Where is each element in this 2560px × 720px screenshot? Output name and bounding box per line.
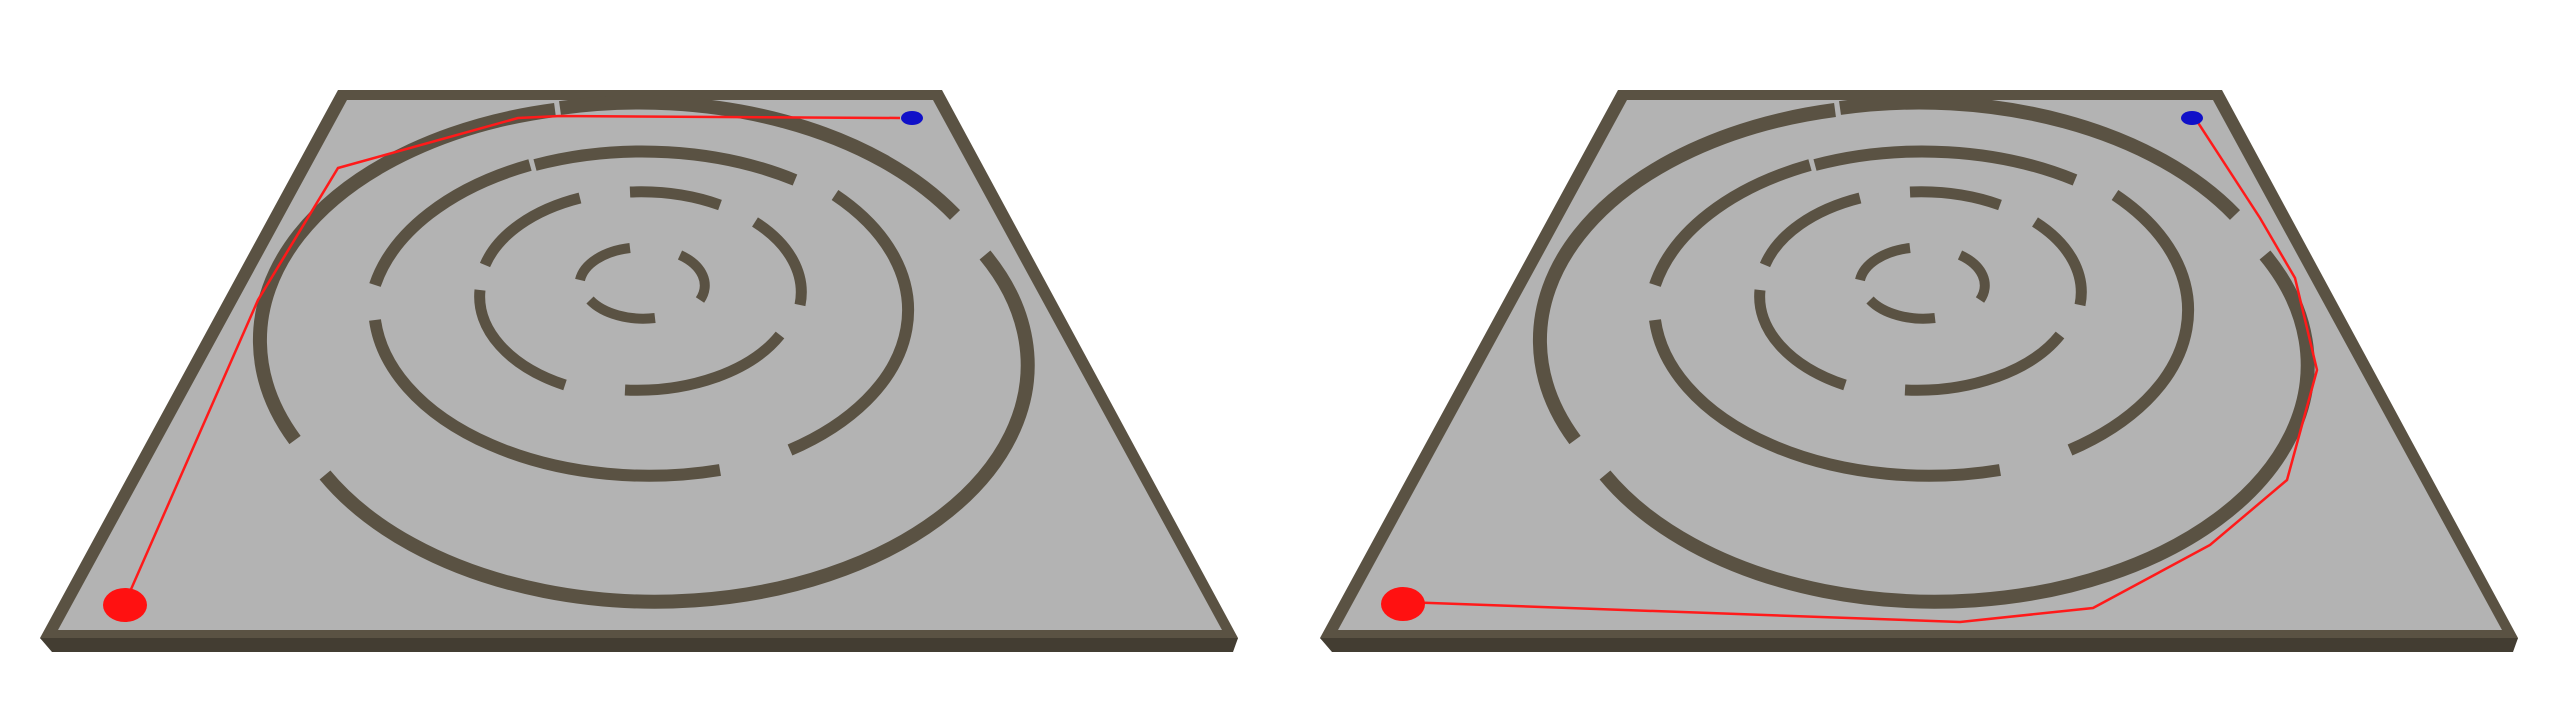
maze-view-right <box>1320 90 2518 652</box>
maze-base-edge <box>1320 638 2518 652</box>
start-point <box>1381 587 1425 621</box>
maze-wall-ring-2c <box>369 319 721 482</box>
maze-wall-ring-3a <box>1759 192 1862 268</box>
maze-wall-ring-3d <box>1754 289 1847 391</box>
maze-wall-ring-3c <box>2032 217 2087 307</box>
maze-wall-ring-2a <box>1813 145 2078 186</box>
maze-floor <box>58 100 1222 630</box>
maze-wall-ring-3e <box>1904 331 2065 396</box>
maze-rings <box>1532 95 2315 609</box>
maze-wall-ring-4c <box>1866 296 1936 324</box>
maze-view-left <box>40 90 1238 652</box>
start-point <box>103 588 147 622</box>
maze-wall-ring-2a <box>533 145 798 186</box>
maze-wall-ring-1c <box>1599 250 2315 609</box>
maze-wall-ring-3e <box>624 331 785 396</box>
maze-wall-ring-3c <box>752 217 807 307</box>
maze-wall-ring-1b <box>559 95 961 220</box>
maze-wall-ring-1b <box>1839 95 2241 220</box>
maze-floor <box>1338 100 2502 630</box>
maze-wall-ring-2d <box>787 190 915 456</box>
maze-rings <box>252 95 1035 609</box>
solution-path <box>123 114 901 604</box>
maze-wall-ring-3b <box>1909 186 2002 211</box>
goal-point <box>901 111 923 125</box>
maze-wall-ring-1c <box>319 250 1035 609</box>
maze-wall-ring-2c <box>1649 319 2001 482</box>
solution-path <box>1402 117 2319 624</box>
maze-wall-ring-1a <box>252 103 556 445</box>
maze-wall-ring-3d <box>474 289 567 391</box>
maze-wall-ring-4b <box>677 250 710 303</box>
maze-base-edge <box>40 638 1238 652</box>
goal-point <box>2181 111 2203 125</box>
maze-scene-right <box>1280 0 2560 720</box>
maze-wall-ring-4c <box>586 296 656 324</box>
maze-wall-ring-4a <box>575 243 631 282</box>
maze-scene-left <box>40 90 1238 652</box>
maze-wall-ring-2b <box>1649 159 1812 287</box>
maze-wall-ring-4a <box>1855 243 1911 282</box>
maze-wall-ring-4b <box>1957 250 1990 303</box>
maze-wall-ring-2d <box>2067 190 2195 456</box>
maze-wall-ring-1a <box>1532 103 1836 445</box>
maze-wall-ring-3b <box>629 186 722 211</box>
maze-wall-ring-3a <box>479 192 582 268</box>
maze-wall-ring-2b <box>369 159 532 287</box>
